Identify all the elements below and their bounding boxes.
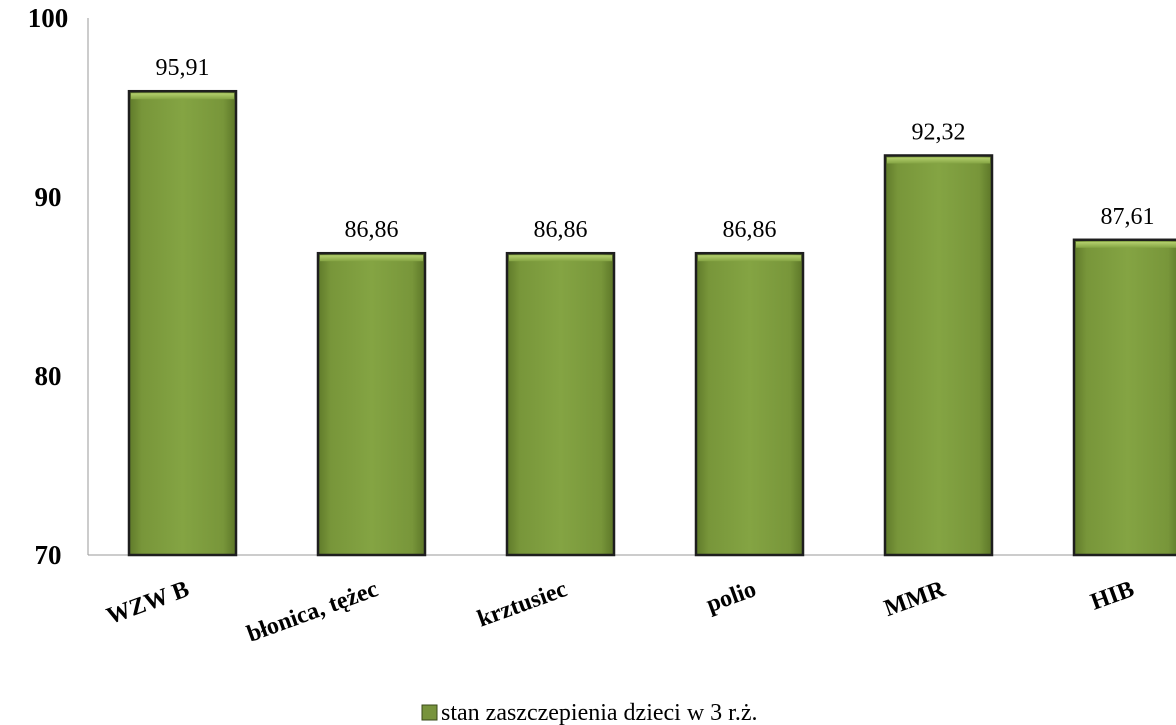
legend-swatch	[421, 704, 438, 721]
bar-bevel	[509, 255, 612, 262]
legend-label: stan zaszczepienia dzieci w 3 r.ż.	[441, 700, 758, 725]
x-tick-label: polio	[703, 576, 760, 618]
bar-bevel	[320, 255, 423, 262]
bar	[505, 251, 616, 557]
bar	[883, 154, 994, 557]
x-tick-label: krztusiec	[474, 576, 571, 632]
data-label: 86,86	[534, 217, 588, 243]
x-tick-label: WZW B	[103, 576, 192, 630]
bar	[316, 251, 427, 557]
data-label: 92,32	[912, 119, 966, 145]
bar	[127, 89, 238, 557]
x-tick-label: błonica, tężec	[244, 576, 382, 648]
x-tick-label: MMR	[881, 576, 949, 622]
data-label: 86,86	[345, 217, 399, 243]
bar-bevel	[887, 157, 990, 164]
y-tick-label: 70	[35, 540, 62, 570]
bar-bevel	[698, 255, 801, 262]
bar-bevel	[131, 93, 234, 100]
x-tick-label: HIB	[1087, 576, 1137, 615]
bar-bevel	[1076, 241, 1176, 248]
data-label: 86,86	[723, 217, 777, 243]
legend: stan zaszczepienia dzieci w 3 r.ż.	[421, 700, 758, 725]
data-label: 95,91	[156, 55, 210, 81]
data-label: 87,61	[1101, 204, 1155, 230]
y-tick-label: 80	[35, 361, 62, 391]
y-tick-label: 90	[35, 182, 62, 212]
bar	[694, 251, 805, 557]
bar	[1072, 238, 1176, 557]
y-tick-label: 100	[28, 3, 69, 33]
